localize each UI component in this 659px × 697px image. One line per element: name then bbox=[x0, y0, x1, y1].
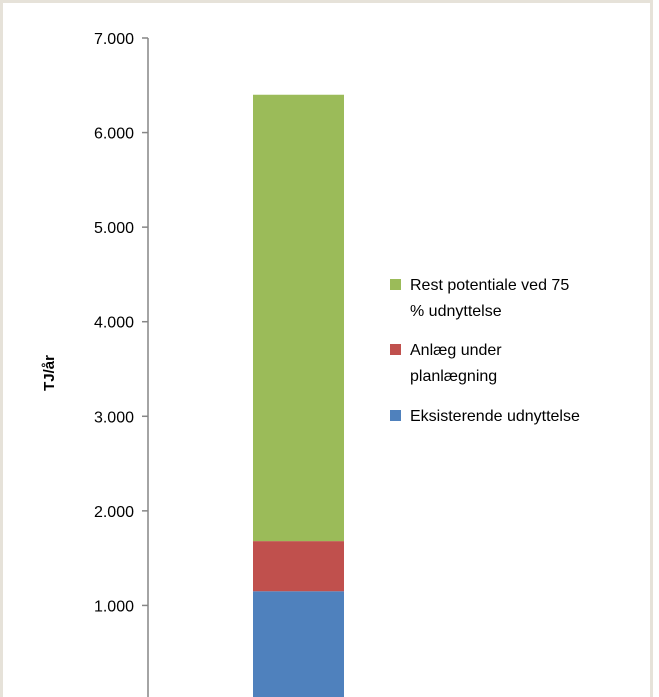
y-tick-label: 7.000 bbox=[94, 31, 134, 48]
legend-swatch bbox=[390, 279, 401, 290]
legend-label: % udnyttelse bbox=[410, 303, 502, 320]
y-axis-label: TJ/år bbox=[41, 355, 58, 391]
bar-segment-3 bbox=[253, 94, 344, 542]
bar-segment-2 bbox=[253, 541, 344, 592]
legend-label: Anlæg under bbox=[410, 342, 502, 359]
bar-stack bbox=[253, 94, 344, 697]
legend-label: Eksisterende udnyttelse bbox=[410, 408, 580, 425]
y-tick-label: 3.000 bbox=[94, 409, 134, 426]
y-axis: 1.000 2.000 3.000 4.000 5.000 6.000 7.000 bbox=[94, 31, 149, 697]
y-tick-label: 2.000 bbox=[94, 504, 134, 521]
legend-label: planlægning bbox=[410, 368, 497, 385]
legend-swatch bbox=[390, 410, 401, 421]
y-tick-label: 1.000 bbox=[94, 598, 134, 615]
bar-segment-1 bbox=[253, 591, 344, 697]
y-tick-label: 6.000 bbox=[94, 126, 134, 143]
y-tick-label: 4.000 bbox=[94, 315, 134, 332]
y-tick-label: 5.000 bbox=[94, 220, 134, 237]
legend-label: Rest potentiale ved 75 bbox=[410, 277, 569, 294]
legend-swatch bbox=[390, 344, 401, 355]
legend: Rest potentiale ved 75 % udnyttelse Anlæg … bbox=[390, 277, 580, 425]
